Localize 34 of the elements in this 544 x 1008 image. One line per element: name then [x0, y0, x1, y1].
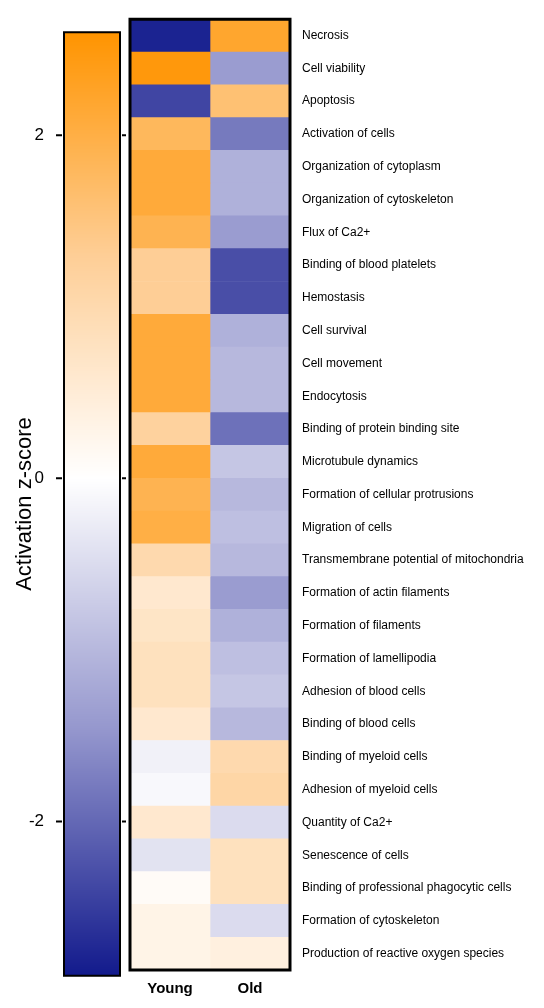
y-tick-label: Adhesion of myeloid cells: [302, 781, 438, 796]
y-tick-label: Formation of filaments: [302, 618, 421, 633]
y-tick-label: Production of reactive oxygen species: [302, 945, 505, 960]
y-tick-label: Cell movement: [302, 355, 383, 370]
y-tick-label: Binding of myeloid cells: [302, 749, 428, 764]
y-tick-label: Binding of blood platelets: [302, 257, 437, 272]
y-tick-label: Organization of cytoplasm: [302, 159, 441, 174]
y-tick-label: Microtubule dynamics: [302, 454, 419, 469]
y-tick-label: Binding of protein binding site: [302, 421, 460, 436]
y-tick-label: Flux of Ca2+: [302, 224, 371, 239]
y-tick-label: Adhesion of blood cells: [302, 683, 426, 698]
y-tick-label: Formation of actin filaments: [302, 585, 450, 600]
y-tick-label: Endocytosis: [302, 388, 367, 403]
y-tick-label: Cell survival: [302, 322, 367, 337]
color-bar-label: 0: [34, 467, 44, 487]
x-tick-label: Old: [237, 979, 263, 997]
y-tick-label: Necrosis: [302, 27, 349, 42]
y-tick-label: Migration of cells: [302, 519, 393, 534]
y-tick-label: Transmembrane potential of mitochondria: [302, 552, 524, 567]
y-tick-label: Hemostasis: [302, 290, 365, 305]
y-tick-label: Organization of cytoskeleton: [302, 191, 454, 206]
y-tick-label: Formation of cytoskeleton: [302, 913, 440, 928]
y-tick-label: Activation of cells: [302, 126, 395, 141]
color-bar-label: 2: [34, 124, 44, 144]
x-tick-label: Young: [147, 979, 193, 997]
color-bar-label: -2: [28, 811, 44, 831]
y-tick-label: Quantity of Ca2+: [302, 814, 393, 829]
y-tick-label: Apoptosis: [302, 93, 355, 108]
y-tick-label: Binding of professional phagocytic cells: [302, 880, 512, 895]
y-tick-label: Senescence of cells: [302, 847, 409, 862]
y-tick-label: Formation of lamellipodia: [302, 650, 437, 665]
y-tick-label: Binding of blood cells: [302, 716, 416, 731]
y-tick-label: Cell viability: [302, 60, 366, 75]
y-tick-label: Formation of cellular protrusions: [302, 486, 474, 501]
